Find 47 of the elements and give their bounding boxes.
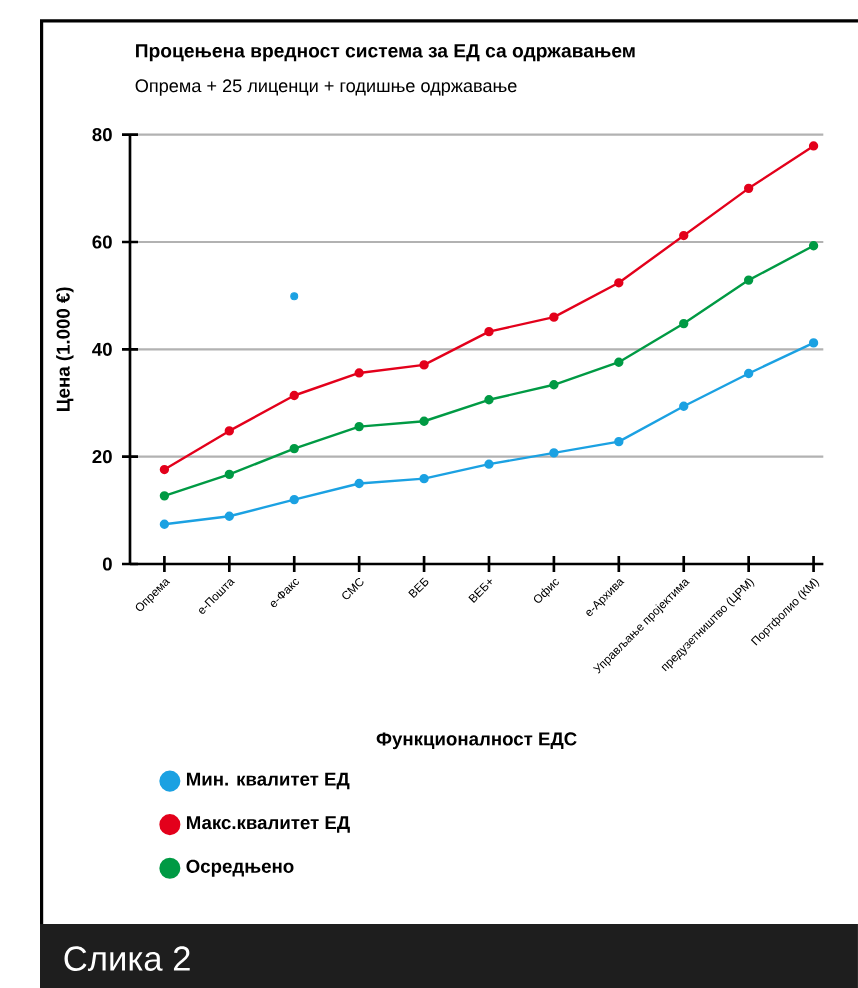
point	[419, 474, 429, 484]
point	[614, 357, 624, 367]
legend-label: Макс.квалитет ЕД	[186, 816, 350, 833]
point	[743, 275, 754, 285]
point	[484, 395, 494, 405]
point	[224, 426, 234, 436]
point	[224, 511, 234, 521]
point	[549, 312, 559, 322]
y-tick-label: 0	[102, 557, 112, 571]
point	[614, 278, 624, 288]
chart-subtitle: Опрема + 25 лиценци + годишње одржавање	[135, 79, 517, 96]
point	[549, 380, 559, 390]
point	[808, 241, 819, 251]
y-axis-title: Цена (1.000 €)	[56, 287, 74, 411]
chart-title: Процењена вредност система за ЕД са одржавањем	[136, 44, 635, 62]
point	[549, 448, 559, 458]
point	[289, 390, 299, 401]
point	[159, 491, 170, 501]
point	[289, 443, 299, 454]
point	[484, 326, 494, 337]
point	[679, 230, 689, 241]
point	[354, 421, 364, 432]
point	[354, 368, 364, 378]
y-tick-label: 60	[92, 235, 112, 249]
text: Слика 2	[64, 946, 190, 971]
point	[419, 416, 429, 426]
point	[224, 469, 234, 480]
point	[484, 459, 494, 469]
point	[159, 519, 170, 529]
legend-label: Мин. квалитет ЕД	[186, 772, 350, 790]
point	[808, 141, 819, 151]
point	[743, 368, 754, 379]
point	[354, 478, 364, 489]
point	[289, 494, 299, 505]
point	[679, 401, 689, 411]
y-tick-label: 80	[92, 128, 112, 142]
point	[159, 464, 170, 475]
point	[743, 183, 754, 194]
point	[290, 292, 299, 301]
y-tick-label: 40	[92, 342, 112, 356]
point	[679, 318, 689, 329]
point	[808, 338, 819, 348]
point	[419, 360, 429, 370]
point	[614, 436, 624, 447]
legend-label: Осредњено	[186, 859, 294, 877]
x-axis-title: Функционалност ЕДС	[376, 732, 577, 750]
y-tick-label: 20	[92, 450, 112, 464]
